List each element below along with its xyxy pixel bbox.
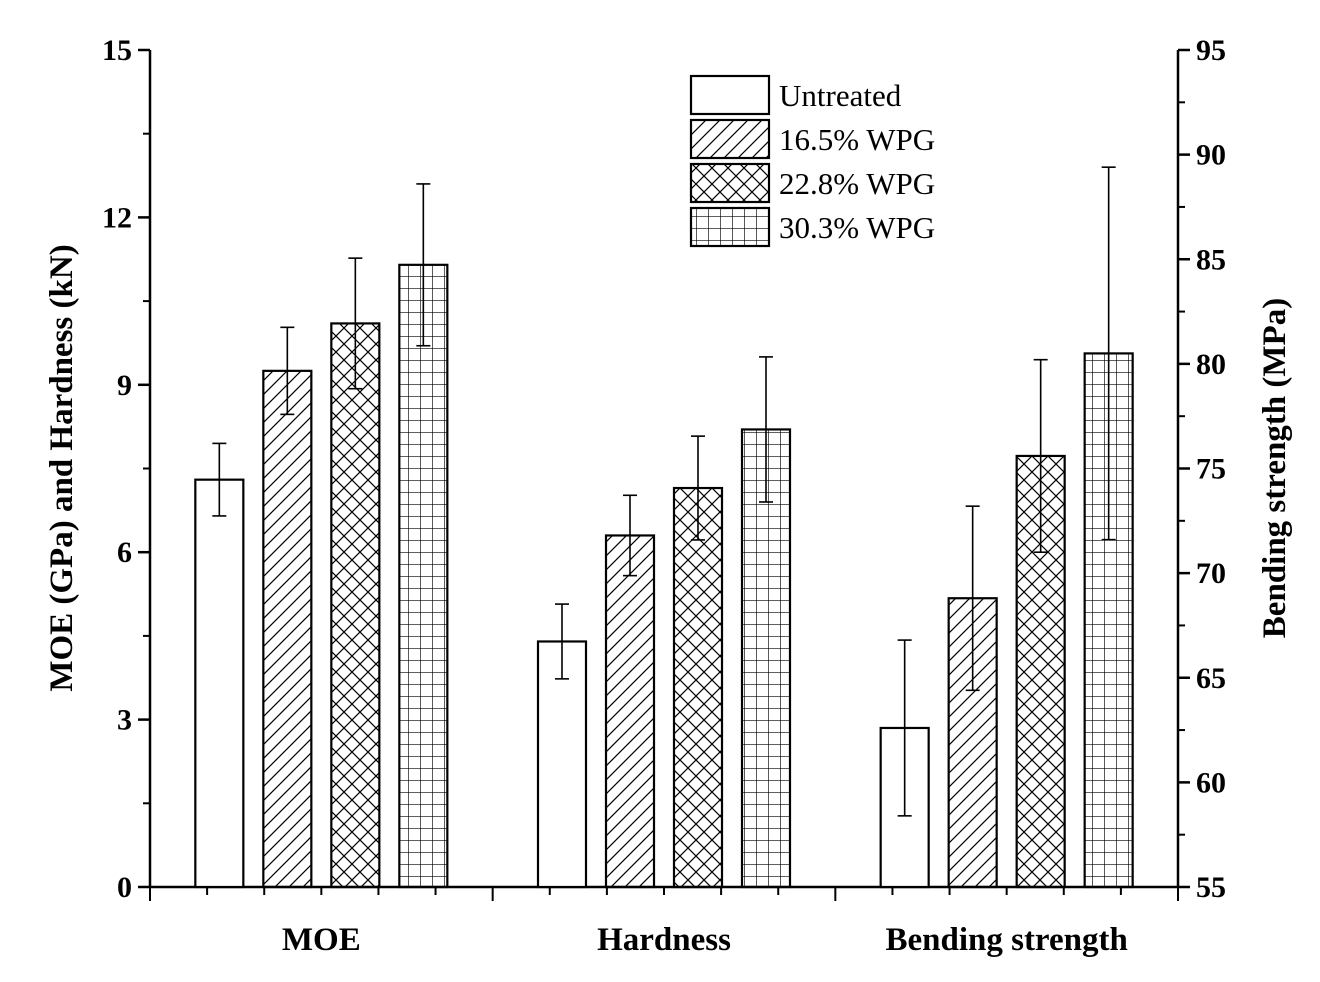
x-category-label: Hardness [597,922,731,958]
bar [398,263,449,889]
left-tick-label: 12 [102,201,132,234]
right-tick-label: 80 [1196,348,1226,381]
legend-label: 22.8% WPG [779,166,935,201]
right-tick-label: 85 [1196,243,1226,276]
bar [536,640,588,889]
bar [604,534,656,889]
right-axis-title: Bending strength (MPa) [1257,298,1293,638]
left-tick-label: 3 [117,704,132,737]
left-axis-ticks: 0 3 6 9 12 15 [102,34,150,904]
right-tick-label: 70 [1196,557,1226,590]
legend-swatch [689,74,771,116]
bar [740,428,792,889]
legend-label: 16.5% WPG [779,122,935,157]
legend-swatch [689,206,771,248]
bar [194,478,245,889]
right-axis-ticks: 55 60 65 70 75 80 85 90 95 [1178,34,1226,904]
left-axis-title: MOE (GPa) and Hardness (kN) [44,244,80,691]
legend: Untreated 16.5% WPG 22.8% WPG 30.3% WPG [689,74,935,248]
x-axis-ticks: MOE Hardness Bending strength [149,887,1179,958]
x-category-label: Bending strength [885,922,1127,958]
bar [672,486,724,889]
bar [330,322,381,889]
left-tick-label: 9 [117,369,132,402]
legend-label: 30.3% WPG [779,210,935,245]
bars-group [194,263,1134,889]
legend-swatch [689,162,771,204]
left-tick-label: 0 [117,871,132,904]
right-tick-label: 90 [1196,139,1226,172]
error-bars-group [212,166,1116,817]
right-tick-label: 95 [1196,34,1226,67]
right-tick-label: 55 [1196,871,1226,904]
left-tick-label: 6 [117,536,132,569]
left-tick-label: 15 [102,34,132,67]
right-tick-label: 75 [1196,453,1226,486]
right-tick-label: 60 [1196,766,1226,799]
right-tick-label: 65 [1196,662,1226,695]
legend-label: Untreated [779,78,902,113]
bar [262,369,313,889]
legend-swatch [689,118,771,160]
x-category-label: MOE [282,922,361,958]
